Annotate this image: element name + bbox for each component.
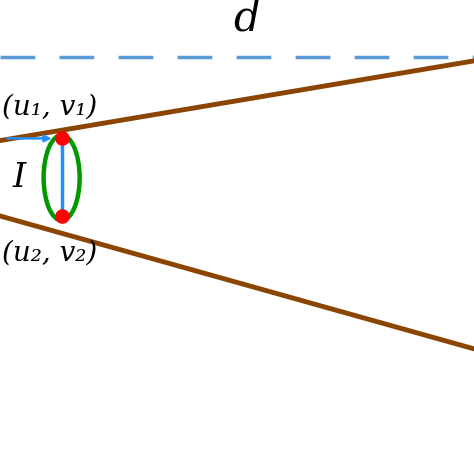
Text: (u₁, v₁): (u₁, v₁) — [2, 93, 98, 120]
Text: (u₂, v₂): (u₂, v₂) — [2, 240, 98, 267]
Text: d: d — [233, 0, 260, 40]
Text: I: I — [12, 162, 26, 194]
Point — [58, 135, 65, 142]
Point — [58, 212, 65, 219]
